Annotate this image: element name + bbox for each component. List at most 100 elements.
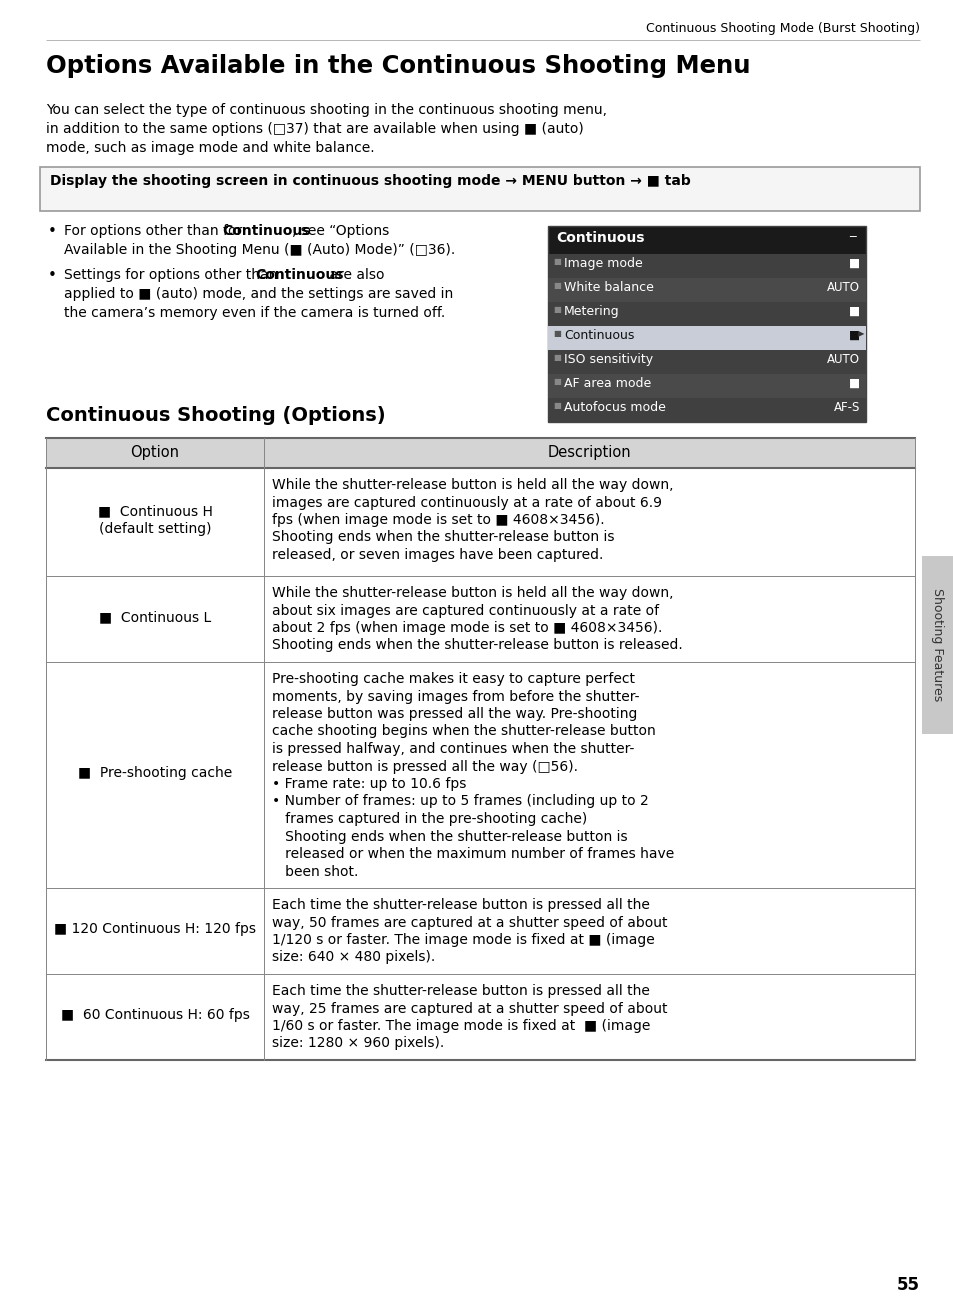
Text: Settings for options other than: Settings for options other than xyxy=(64,268,281,283)
Text: Pre-shooting cache makes it easy to capture perfect: Pre-shooting cache makes it easy to capt… xyxy=(272,671,635,686)
Bar xyxy=(264,576,914,662)
Text: ■ 120 Continuous H: 120 fps: ■ 120 Continuous H: 120 fps xyxy=(54,922,255,936)
Bar xyxy=(547,254,865,279)
Text: 55: 55 xyxy=(896,1276,919,1294)
Text: ■: ■ xyxy=(553,281,560,290)
Bar xyxy=(547,398,865,422)
Text: release button is pressed all the way (□56).: release button is pressed all the way (□… xyxy=(272,759,578,774)
Text: is pressed halfway, and continues when the shutter-: is pressed halfway, and continues when t… xyxy=(272,742,634,756)
Text: the camera’s memory even if the camera is turned off.: the camera’s memory even if the camera i… xyxy=(64,306,445,321)
Text: AUTO: AUTO xyxy=(826,281,859,294)
Text: Continuous: Continuous xyxy=(556,231,644,244)
Text: Each time the shutter-release button is pressed all the: Each time the shutter-release button is … xyxy=(272,897,649,912)
Bar xyxy=(46,468,264,576)
Text: frames captured in the pre-shooting cache): frames captured in the pre-shooting cach… xyxy=(272,812,587,827)
Text: 1/120 s or faster. The image mode is fixed at ■ (image: 1/120 s or faster. The image mode is fix… xyxy=(272,933,654,947)
Text: ■: ■ xyxy=(553,377,560,386)
Text: way, 25 frames are captured at a shutter speed of about: way, 25 frames are captured at a shutter… xyxy=(272,1001,667,1016)
Text: ■: ■ xyxy=(848,328,859,342)
Bar xyxy=(547,350,865,374)
Bar xyxy=(46,888,264,974)
Text: size: 1280 × 960 pixels).: size: 1280 × 960 pixels). xyxy=(272,1037,444,1050)
Bar xyxy=(921,556,953,735)
Bar xyxy=(547,226,865,254)
Text: images are captured continuously at a rate of about 6.9: images are captured continuously at a ra… xyxy=(272,495,661,510)
Bar xyxy=(264,438,914,468)
Bar xyxy=(547,326,865,350)
Text: Metering: Metering xyxy=(563,305,619,318)
Text: are also: are also xyxy=(325,268,384,283)
Text: ■  Continuous L: ■ Continuous L xyxy=(99,610,211,624)
Bar xyxy=(46,438,264,468)
Bar xyxy=(547,279,865,302)
Text: mode, such as image mode and white balance.: mode, such as image mode and white balan… xyxy=(46,141,375,155)
Text: been shot.: been shot. xyxy=(272,865,358,879)
Text: Display the shooting screen in continuous shooting mode → MENU button → ■ tab: Display the shooting screen in continuou… xyxy=(50,173,690,188)
Text: Shooting ends when the shutter-release button is released.: Shooting ends when the shutter-release b… xyxy=(272,639,682,653)
Text: Continuous: Continuous xyxy=(222,223,310,238)
Text: •: • xyxy=(48,268,57,283)
Text: White balance: White balance xyxy=(563,281,653,294)
Text: AF-S: AF-S xyxy=(833,401,859,414)
Bar xyxy=(46,662,264,888)
Text: AUTO: AUTO xyxy=(826,353,859,367)
Text: in addition to the same options (□37) that are available when using ■ (auto): in addition to the same options (□37) th… xyxy=(46,122,583,137)
Text: about six images are captured continuously at a rate of: about six images are captured continuous… xyxy=(272,603,659,618)
Text: While the shutter-release button is held all the way down,: While the shutter-release button is held… xyxy=(272,478,673,491)
Text: released, or seven images have been captured.: released, or seven images have been capt… xyxy=(272,548,602,562)
Text: ■: ■ xyxy=(848,258,859,269)
Text: ■  Continuous H: ■ Continuous H xyxy=(97,505,213,518)
Text: ■: ■ xyxy=(553,401,560,410)
Text: size: 640 × 480 pixels).: size: 640 × 480 pixels). xyxy=(272,950,435,964)
Text: Available in the Shooting Menu (■ (Auto) Mode)” (□36).: Available in the Shooting Menu (■ (Auto)… xyxy=(64,243,455,258)
Text: Continuous Shooting (Options): Continuous Shooting (Options) xyxy=(46,406,385,424)
Text: moments, by saving images from before the shutter-: moments, by saving images from before th… xyxy=(272,690,639,703)
Bar xyxy=(264,662,914,888)
Text: Each time the shutter-release button is pressed all the: Each time the shutter-release button is … xyxy=(272,984,649,999)
Text: ■: ■ xyxy=(848,377,859,390)
Text: Option: Option xyxy=(131,445,179,460)
Bar xyxy=(40,167,919,212)
Bar xyxy=(264,468,914,576)
Text: Continuous: Continuous xyxy=(563,328,634,342)
Text: fps (when image mode is set to ■ 4608×3456).: fps (when image mode is set to ■ 4608×34… xyxy=(272,512,604,527)
Text: (default setting): (default setting) xyxy=(99,522,211,536)
Text: ■: ■ xyxy=(553,328,560,338)
Text: ─: ─ xyxy=(848,231,855,240)
Text: ▶: ▶ xyxy=(857,328,863,338)
Text: Autofocus mode: Autofocus mode xyxy=(563,401,665,414)
Text: ISO sensitivity: ISO sensitivity xyxy=(563,353,653,367)
Text: ■: ■ xyxy=(553,305,560,314)
Text: Shooting Features: Shooting Features xyxy=(930,589,943,702)
Text: Shooting ends when the shutter-release button is: Shooting ends when the shutter-release b… xyxy=(272,531,614,544)
Text: ■: ■ xyxy=(848,305,859,318)
Text: Continuous: Continuous xyxy=(254,268,343,283)
Text: While the shutter-release button is held all the way down,: While the shutter-release button is held… xyxy=(272,586,673,600)
Text: Shooting ends when the shutter-release button is: Shooting ends when the shutter-release b… xyxy=(272,829,627,844)
Bar xyxy=(46,576,264,662)
Text: cache shooting begins when the shutter-release button: cache shooting begins when the shutter-r… xyxy=(272,724,655,738)
Bar xyxy=(264,974,914,1060)
Text: released or when the maximum number of frames have: released or when the maximum number of f… xyxy=(272,848,674,861)
Bar xyxy=(264,888,914,974)
Text: •: • xyxy=(48,223,57,239)
Text: Options Available in the Continuous Shooting Menu: Options Available in the Continuous Shoo… xyxy=(46,54,750,78)
Text: • Frame rate: up to 10.6 fps: • Frame rate: up to 10.6 fps xyxy=(272,777,466,791)
Text: Image mode: Image mode xyxy=(563,258,642,269)
Text: 1/60 s or faster. The image mode is fixed at  ■ (image: 1/60 s or faster. The image mode is fixe… xyxy=(272,1018,650,1033)
Text: Description: Description xyxy=(547,445,631,460)
Text: • Number of frames: up to 5 frames (including up to 2: • Number of frames: up to 5 frames (incl… xyxy=(272,795,648,808)
Bar xyxy=(547,302,865,326)
Bar xyxy=(46,974,264,1060)
Text: applied to ■ (auto) mode, and the settings are saved in: applied to ■ (auto) mode, and the settin… xyxy=(64,286,453,301)
Text: way, 50 frames are captured at a shutter speed of about: way, 50 frames are captured at a shutter… xyxy=(272,916,667,929)
Bar xyxy=(547,374,865,398)
Text: Continuous Shooting Mode (Burst Shooting): Continuous Shooting Mode (Burst Shooting… xyxy=(645,22,919,35)
Text: about 2 fps (when image mode is set to ■ 4608×3456).: about 2 fps (when image mode is set to ■… xyxy=(272,622,661,635)
Text: , see “Options: , see “Options xyxy=(292,223,389,238)
Text: release button was pressed all the way. Pre-shooting: release button was pressed all the way. … xyxy=(272,707,637,721)
Bar xyxy=(547,226,865,422)
Text: You can select the type of continuous shooting in the continuous shooting menu,: You can select the type of continuous sh… xyxy=(46,102,606,117)
Text: ■  Pre-shooting cache: ■ Pre-shooting cache xyxy=(78,766,232,781)
Text: For options other than for: For options other than for xyxy=(64,223,247,238)
